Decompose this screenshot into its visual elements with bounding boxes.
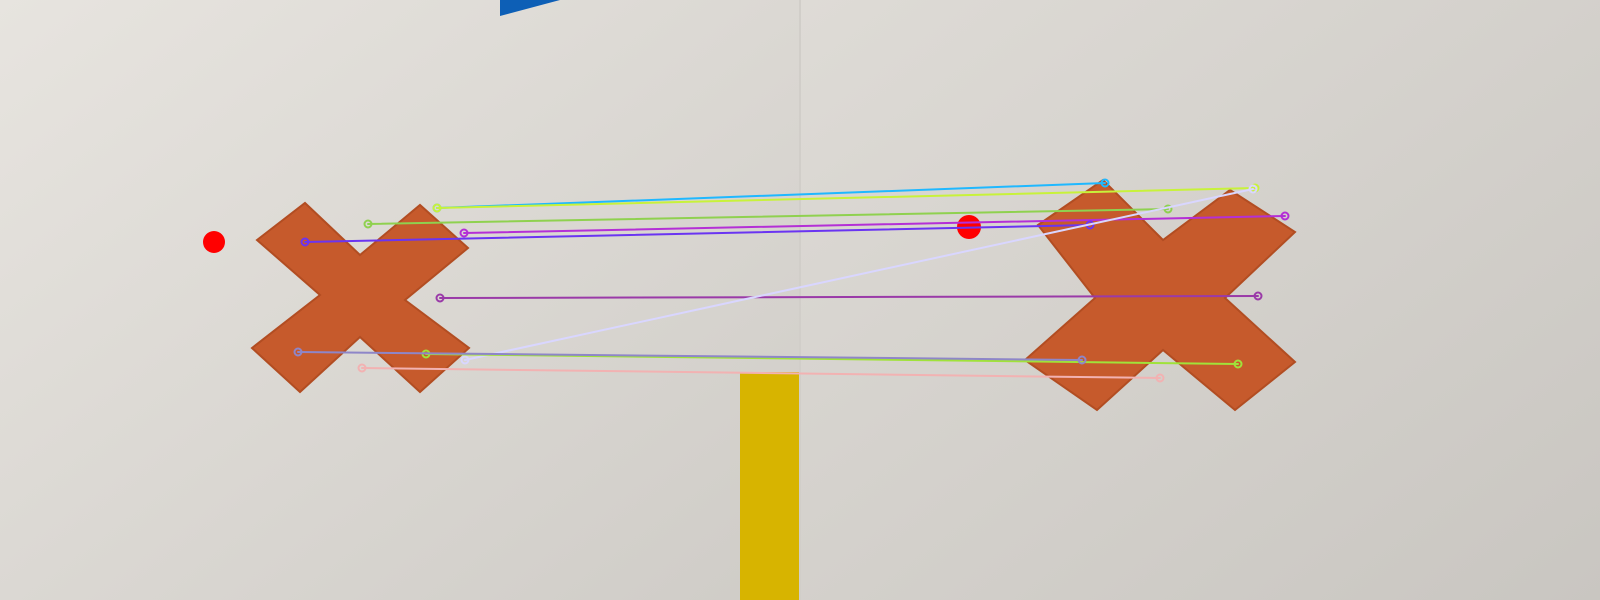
right-keypoint-marker [1155, 373, 1165, 383]
left-photo [0, 0, 800, 600]
match-m4 [459, 211, 1290, 238]
left-red-keypoint [203, 231, 225, 253]
right-keypoint-marker [1248, 184, 1258, 194]
yellow-tape [740, 372, 800, 600]
match-line [304, 224, 1091, 243]
left-keypoint-marker [300, 237, 310, 247]
left-keypoint-marker [459, 228, 469, 238]
left-keypoint-marker [357, 363, 367, 373]
right-keypoint-marker [1253, 291, 1263, 301]
match-line [297, 351, 1083, 361]
match-line [436, 182, 1106, 209]
match-line [439, 295, 1259, 299]
right-keypoint-marker [1077, 355, 1087, 365]
left-keypoint-marker [460, 355, 470, 365]
match-m7 [460, 184, 1258, 365]
match-m9 [293, 347, 1087, 365]
left-keypoint-marker [293, 347, 303, 357]
match-m10 [357, 363, 1165, 383]
blue-tape [500, 0, 560, 16]
match-m2 [432, 183, 1260, 213]
left-keypoint-marker [432, 203, 442, 213]
match-line [361, 367, 1161, 379]
left-orange-cross [250, 201, 471, 394]
left-keypoint-marker [435, 293, 445, 303]
match-line [464, 188, 1254, 361]
feature-matches [293, 178, 1290, 383]
match-line [463, 215, 1286, 234]
match-line [436, 187, 1256, 209]
left-keypoint-marker [363, 219, 373, 229]
right-photo [799, 0, 1600, 600]
match-m6 [435, 291, 1263, 303]
right-keypoint-marker [1100, 178, 1110, 188]
right-keypoint-marker [1280, 211, 1290, 221]
match-line [367, 208, 1169, 225]
right-keypoint-marker [1233, 359, 1243, 369]
